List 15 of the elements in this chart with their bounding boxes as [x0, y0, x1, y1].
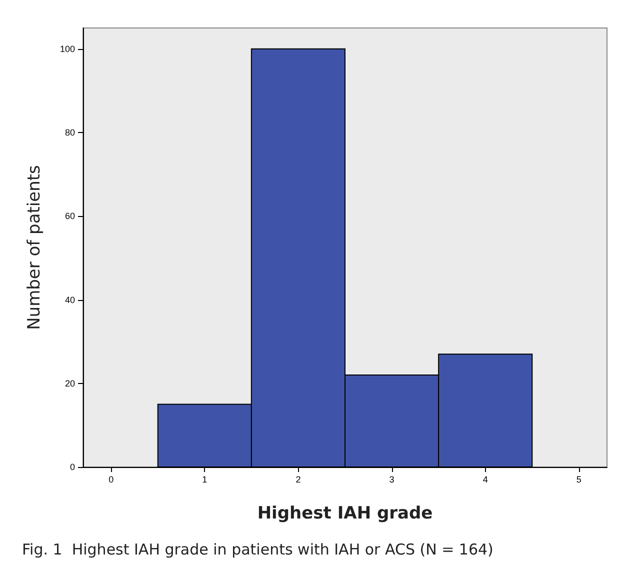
x-tick-label: 3 [389, 474, 394, 484]
y-tick-label: 40 [64, 294, 75, 305]
x-tick-label: 1 [202, 474, 208, 484]
y-tick-label: 80 [64, 128, 75, 138]
caption: Fig. 1 Highest IAH grade in patients with IAH or ACS (N = 164) [22, 540, 494, 558]
x-axis-title: Highest IAH grade [257, 504, 433, 524]
y-tick-label: 60 [64, 211, 75, 222]
y-tick-label: 100 [60, 44, 75, 54]
y-axis-title: Number of patients [24, 164, 44, 330]
x-tick-label: 5 [576, 474, 582, 484]
x-tick-label: 2 [296, 474, 301, 484]
x-tick-label: 0 [108, 474, 114, 484]
y-tick-label: 0 [70, 462, 75, 472]
y-tick-label: 20 [64, 378, 75, 388]
x-tick-label: 4 [482, 474, 488, 484]
